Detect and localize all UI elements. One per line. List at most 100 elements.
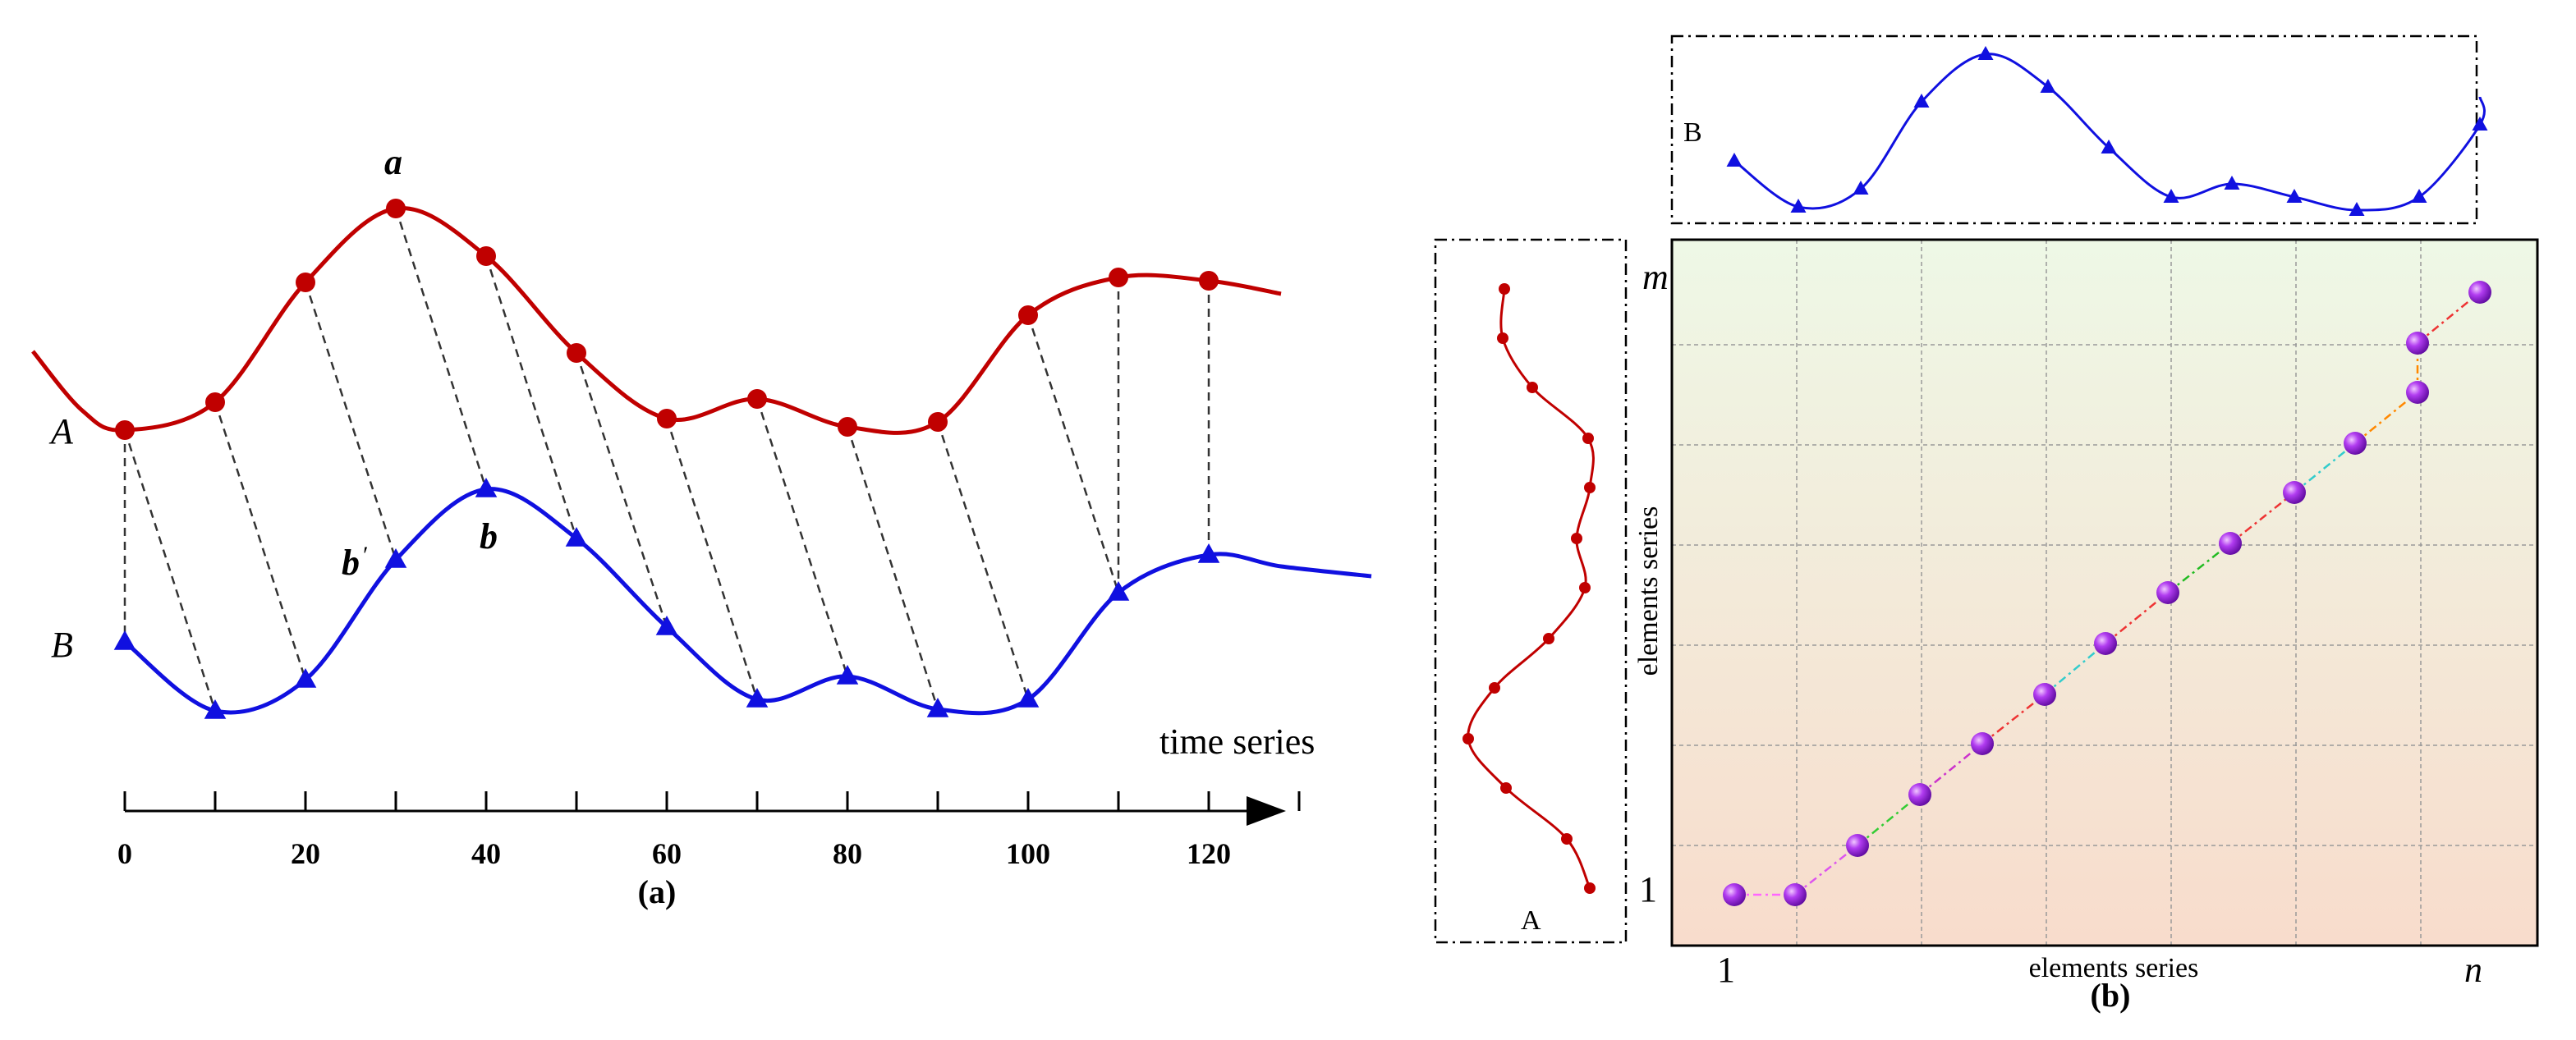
warping-path-point: [1784, 883, 1807, 906]
series-a-point: [1199, 271, 1219, 291]
y-end-label: m: [1642, 257, 1669, 297]
top-series-point: [2163, 189, 2179, 203]
series-b-point: [384, 548, 407, 568]
warping-path-segment: [2167, 543, 2231, 593]
warping-path-point: [2219, 532, 2242, 555]
warping-path-point: [2406, 381, 2429, 404]
series-b-point: [113, 630, 136, 650]
time-axis-tick-label: 60: [652, 837, 682, 870]
top-series-point: [1726, 153, 1743, 167]
prime-mark: ′: [363, 542, 369, 569]
series-b-point: [1107, 581, 1130, 601]
series-b-point: [475, 478, 498, 497]
warping-path-point: [1971, 732, 1994, 755]
warping-path-segment: [2229, 492, 2295, 544]
point-b-prime-label: b: [342, 543, 360, 583]
alignment-line: [1026, 314, 1120, 593]
panel-b-caption: (b): [2091, 977, 2131, 1014]
alignment-line: [755, 398, 849, 677]
time-axis-tick-label: 80: [833, 837, 862, 870]
left-series-point: [1582, 433, 1594, 444]
warping-path-point: [1908, 783, 1931, 806]
y-start-label: 1: [1639, 869, 1657, 909]
left-series-point: [1579, 582, 1591, 593]
alignment-line: [304, 282, 397, 561]
series-b-point: [746, 688, 769, 708]
cost-matrix-grid: [1672, 240, 2537, 946]
top-series-point: [1790, 199, 1807, 213]
alignment-line: [123, 429, 217, 712]
alignment-line: [936, 421, 1030, 700]
warping-path-point: [2468, 281, 2491, 304]
top-series-point: [2411, 189, 2427, 203]
warping-path-point: [2283, 481, 2306, 504]
series-a-point: [567, 343, 586, 363]
series-b-point: [655, 616, 678, 635]
series-b-label: B: [51, 625, 73, 665]
cost-matrix-frame: [1670, 238, 2539, 947]
alignment-line: [484, 255, 578, 539]
y-axis-label: elements series: [1633, 506, 1664, 676]
alignment-line: [665, 418, 759, 700]
series-a-point: [115, 420, 135, 440]
left-series-point: [1584, 482, 1596, 493]
alignment-line: [214, 401, 307, 680]
series-a-point: [1109, 268, 1128, 287]
warping-path-lines: [1734, 291, 2481, 896]
series-b-curve: [123, 487, 1372, 716]
time-axis-tick-label: 120: [1187, 837, 1231, 870]
top-series-point: [2040, 79, 2056, 93]
warping-path-point: [2094, 632, 2117, 655]
top-series-points: [1726, 46, 2488, 216]
top-series-point: [2349, 202, 2365, 216]
left-series-point: [1527, 382, 1538, 393]
x-start-label: 1: [1717, 950, 1735, 990]
top-series-point: [1977, 46, 1994, 60]
left-series-curve: [1467, 288, 1595, 889]
warping-path-segment: [1794, 845, 1858, 896]
left-series-point: [1462, 733, 1474, 744]
series-a-point: [205, 392, 225, 412]
top-series-point: [1853, 181, 1869, 195]
warping-path-segment: [2105, 592, 2169, 644]
series-a-point: [657, 409, 677, 428]
alignment-line: [846, 426, 939, 710]
left-series-label: A: [1521, 905, 1541, 936]
warping-path-point: [2344, 432, 2367, 455]
top-series-point: [2224, 176, 2240, 190]
alignment-lines: [123, 208, 1210, 712]
time-axis-tick-label: 100: [1006, 837, 1050, 870]
warping-path-point: [2156, 581, 2179, 604]
series-b-point: [926, 698, 949, 717]
warping-path-point: [1846, 834, 1869, 857]
warping-path-segment: [2354, 392, 2418, 444]
series-b-point: [204, 699, 227, 719]
top-series-point: [2101, 140, 2117, 153]
series-b-points: [113, 478, 1220, 719]
alignment-line: [394, 208, 488, 490]
time-axis-tick-label: 0: [117, 837, 132, 870]
warping-path-point: [2033, 683, 2056, 706]
left-series-point: [1571, 533, 1582, 544]
series-a-point: [476, 246, 496, 266]
top-series-point: [1913, 94, 1930, 108]
panel-a: A B a b b ′ time series 0 20 40 60 80 100 120 …: [31, 142, 1372, 910]
top-series-curve: [1733, 53, 2486, 212]
left-series-point: [1584, 882, 1596, 894]
alignment-line: [575, 352, 668, 628]
top-series-box: [1670, 34, 2478, 225]
left-series-point: [1499, 283, 1510, 295]
warping-path-segment: [2417, 291, 2481, 344]
time-axis-label: time series: [1159, 722, 1315, 762]
warping-path-point: [2406, 332, 2429, 355]
x-end-label: n: [2464, 950, 2482, 990]
left-series-point: [1500, 782, 1512, 794]
series-a-point: [838, 417, 857, 437]
warping-path-segment: [2044, 643, 2106, 695]
series-b-point: [565, 527, 588, 547]
left-series-points: [1462, 283, 1596, 894]
warping-path-segment: [2294, 442, 2356, 493]
series-b-point: [1017, 688, 1040, 708]
warping-path-segment: [1919, 743, 1983, 795]
panel-b: B A m 1 1 n elements series elements ser…: [1434, 34, 2539, 1014]
